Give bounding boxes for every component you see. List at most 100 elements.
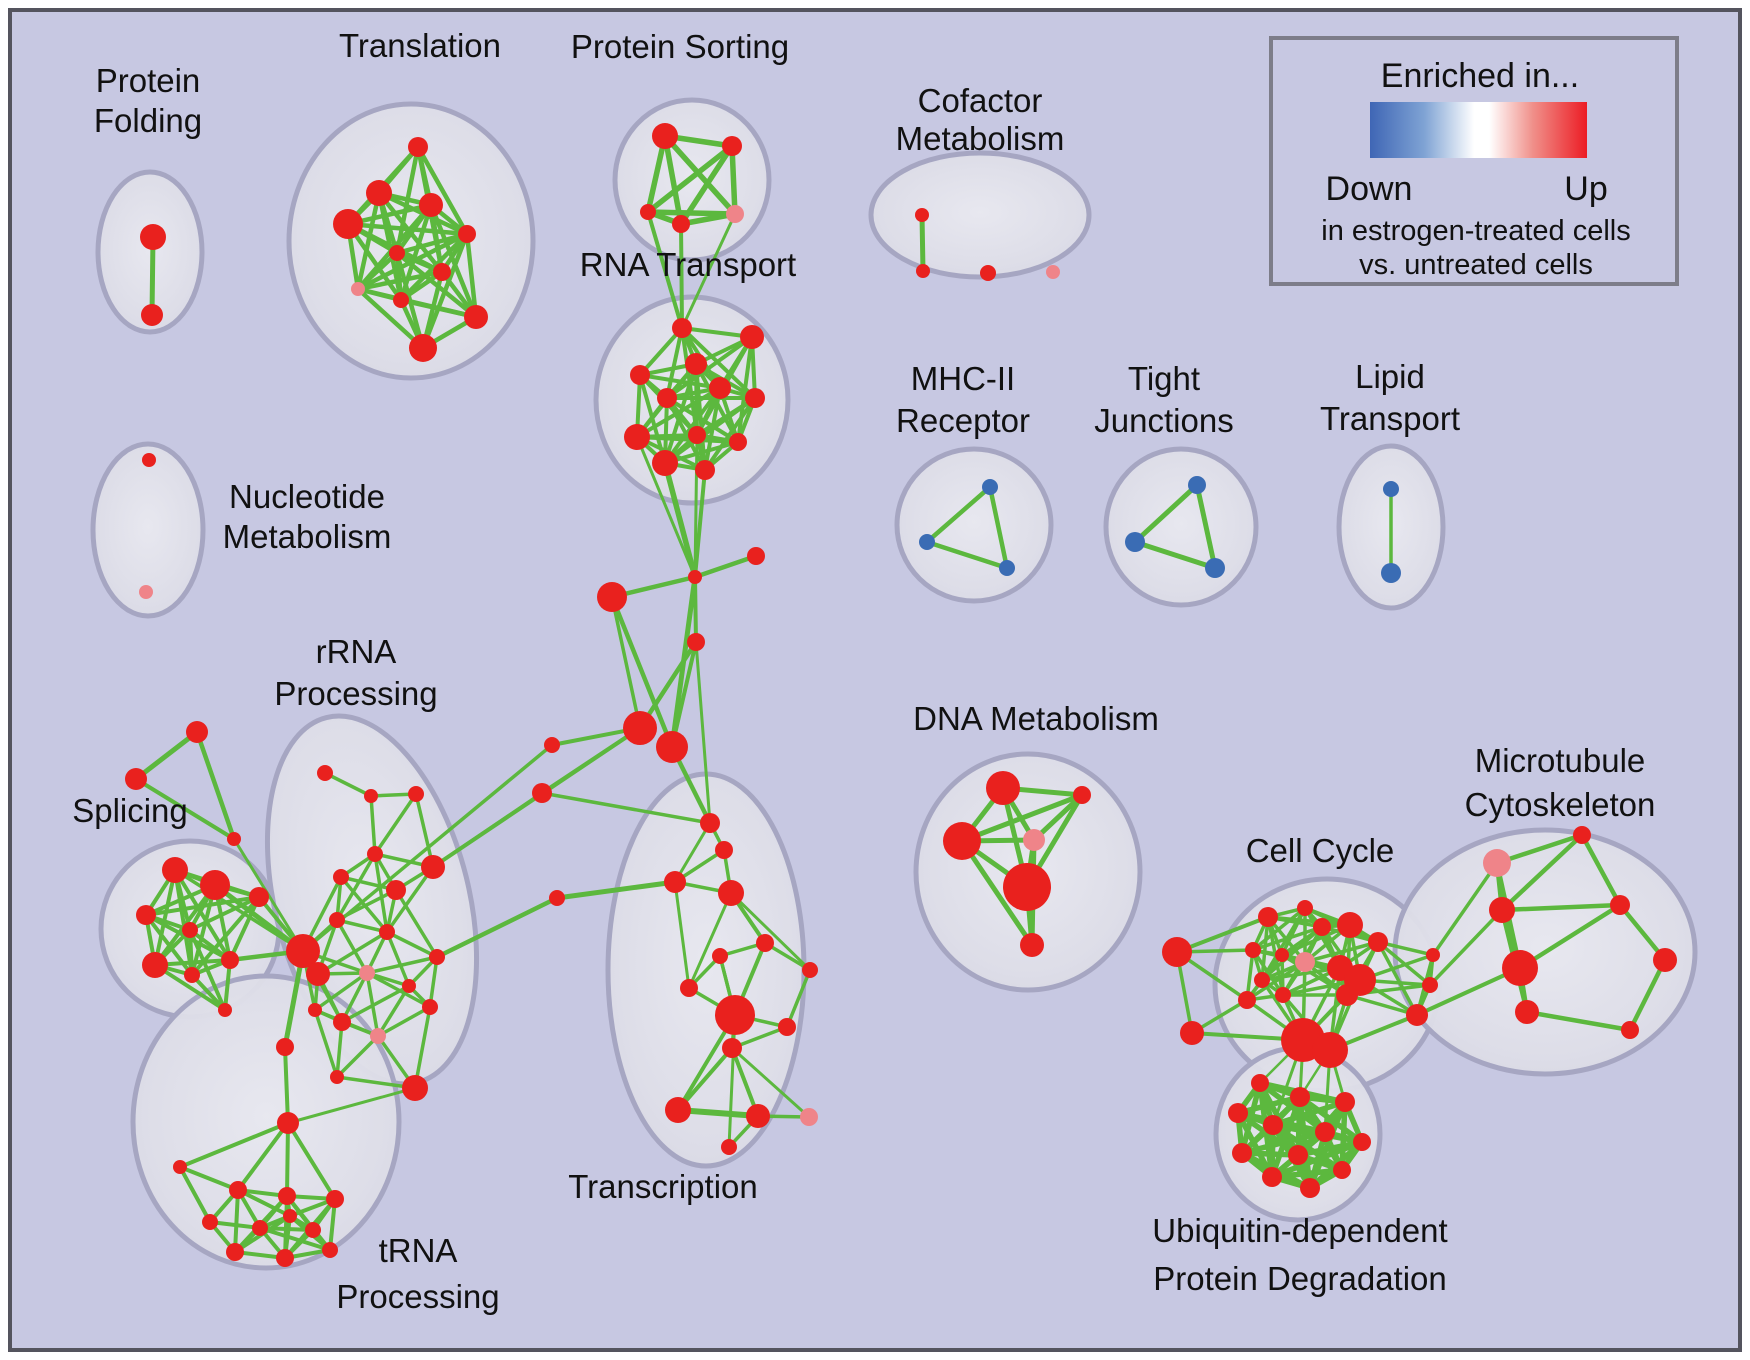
node-cc-18[interactable]: [1426, 948, 1440, 962]
node-ub-8[interactable]: [1288, 1145, 1308, 1165]
node-cf-1[interactable]: [916, 264, 930, 278]
node-sp-7[interactable]: [249, 887, 269, 907]
node-ps-0[interactable]: [652, 123, 678, 149]
node-lp-1[interactable]: [1381, 563, 1401, 583]
node-ps-1[interactable]: [722, 136, 742, 156]
node-sp-3[interactable]: [182, 922, 198, 938]
node-ub-9[interactable]: [1333, 1161, 1351, 1179]
node-tr-10[interactable]: [226, 1243, 244, 1261]
node-dm-1[interactable]: [1073, 786, 1091, 804]
node-mid-2[interactable]: [597, 582, 627, 612]
node-rt-4[interactable]: [709, 377, 731, 399]
node-lp-0[interactable]: [1383, 481, 1399, 497]
node-cf-2[interactable]: [980, 265, 996, 281]
node-sp-5[interactable]: [184, 967, 200, 983]
node-mt-4[interactable]: [1610, 895, 1630, 915]
node-mid-3[interactable]: [687, 633, 705, 651]
node-tr-9[interactable]: [305, 1222, 321, 1238]
node-cc-5[interactable]: [1337, 912, 1363, 938]
node-rr-17[interactable]: [422, 999, 438, 1015]
node-tr-0[interactable]: [276, 1038, 294, 1056]
node-mt-5[interactable]: [1653, 948, 1677, 972]
node-ub-11[interactable]: [1300, 1178, 1320, 1198]
node-mt-0[interactable]: [1483, 849, 1511, 877]
node-cc-8[interactable]: [1275, 948, 1289, 962]
node-rt-8[interactable]: [688, 426, 706, 444]
node-tx-5[interactable]: [549, 890, 565, 906]
node-tl-10[interactable]: [409, 334, 437, 362]
node-ub-1[interactable]: [1290, 1087, 1310, 1107]
node-rr-8[interactable]: [379, 924, 395, 940]
node-mid-0[interactable]: [688, 570, 702, 584]
node-tl-9[interactable]: [464, 305, 488, 329]
node-tr-12[interactable]: [322, 1242, 338, 1258]
node-tx-7[interactable]: [712, 948, 728, 964]
node-tx-16[interactable]: [721, 1139, 737, 1155]
node-nm-1[interactable]: [139, 585, 153, 599]
node-tx-6[interactable]: [756, 934, 774, 952]
node-fx-2[interactable]: [227, 832, 241, 846]
node-ub-4[interactable]: [1263, 1115, 1283, 1135]
node-tx-14[interactable]: [746, 1104, 770, 1128]
node-ub-2[interactable]: [1335, 1092, 1355, 1112]
node-tl-3[interactable]: [419, 193, 443, 217]
node-rr-10[interactable]: [306, 962, 330, 986]
node-mid-6[interactable]: [544, 737, 560, 753]
node-ub-5[interactable]: [1315, 1122, 1335, 1142]
node-rr-12[interactable]: [402, 979, 416, 993]
node-mt-7[interactable]: [1573, 826, 1591, 844]
node-rt-7[interactable]: [624, 424, 650, 450]
node-tl-2[interactable]: [333, 209, 363, 239]
node-ub-3[interactable]: [1228, 1103, 1248, 1123]
node-mid-5[interactable]: [656, 731, 688, 763]
node-rt-6[interactable]: [657, 388, 677, 408]
node-rt-10[interactable]: [652, 450, 678, 476]
node-tx-4[interactable]: [718, 880, 744, 906]
node-cc-6[interactable]: [1368, 932, 1388, 952]
node-ub-0[interactable]: [1251, 1074, 1269, 1092]
node-cc-17[interactable]: [1422, 977, 1438, 993]
node-rt-1[interactable]: [740, 325, 764, 349]
node-nm-0[interactable]: [142, 453, 156, 467]
node-rr-2[interactable]: [408, 786, 424, 802]
node-rr-19[interactable]: [330, 1070, 344, 1084]
node-mt-3[interactable]: [1515, 1000, 1539, 1024]
node-tr-6[interactable]: [283, 1209, 297, 1223]
node-tx-12[interactable]: [722, 1038, 742, 1058]
node-pf-0[interactable]: [140, 224, 166, 250]
node-tl-6[interactable]: [433, 263, 451, 281]
node-mh-0[interactable]: [982, 479, 998, 495]
node-fx-0[interactable]: [186, 721, 208, 743]
node-tl-0[interactable]: [408, 137, 428, 157]
node-tx-9[interactable]: [715, 995, 755, 1035]
node-mt-1[interactable]: [1489, 897, 1515, 923]
node-cc-15[interactable]: [1344, 964, 1376, 996]
node-rr-6[interactable]: [421, 855, 445, 879]
node-tj-2[interactable]: [1205, 558, 1225, 578]
node-cc-16[interactable]: [1406, 1004, 1428, 1026]
node-mh-1[interactable]: [919, 534, 935, 550]
node-tr-1[interactable]: [277, 1112, 299, 1134]
node-rr-7[interactable]: [329, 912, 345, 928]
node-sp-0[interactable]: [162, 857, 188, 883]
node-sp-6[interactable]: [221, 951, 239, 969]
node-tr-8[interactable]: [252, 1220, 268, 1236]
node-tl-1[interactable]: [366, 180, 392, 206]
node-tx-13[interactable]: [665, 1097, 691, 1123]
node-rr-14[interactable]: [308, 1003, 322, 1017]
node-tr-5[interactable]: [326, 1190, 344, 1208]
node-tl-8[interactable]: [393, 292, 409, 308]
node-cc-13[interactable]: [1275, 987, 1291, 1003]
node-rr-1[interactable]: [364, 789, 378, 803]
node-cc-2[interactable]: [1258, 907, 1278, 927]
node-tx-10[interactable]: [778, 1018, 796, 1036]
node-tl-5[interactable]: [389, 245, 405, 261]
node-cc-9[interactable]: [1295, 952, 1315, 972]
node-cc-7[interactable]: [1245, 942, 1261, 958]
node-cc-4[interactable]: [1313, 918, 1331, 936]
node-tj-1[interactable]: [1125, 532, 1145, 552]
node-rt-5[interactable]: [745, 388, 765, 408]
node-rt-2[interactable]: [685, 353, 707, 375]
node-tj-0[interactable]: [1188, 476, 1206, 494]
node-ub-7[interactable]: [1232, 1143, 1252, 1163]
